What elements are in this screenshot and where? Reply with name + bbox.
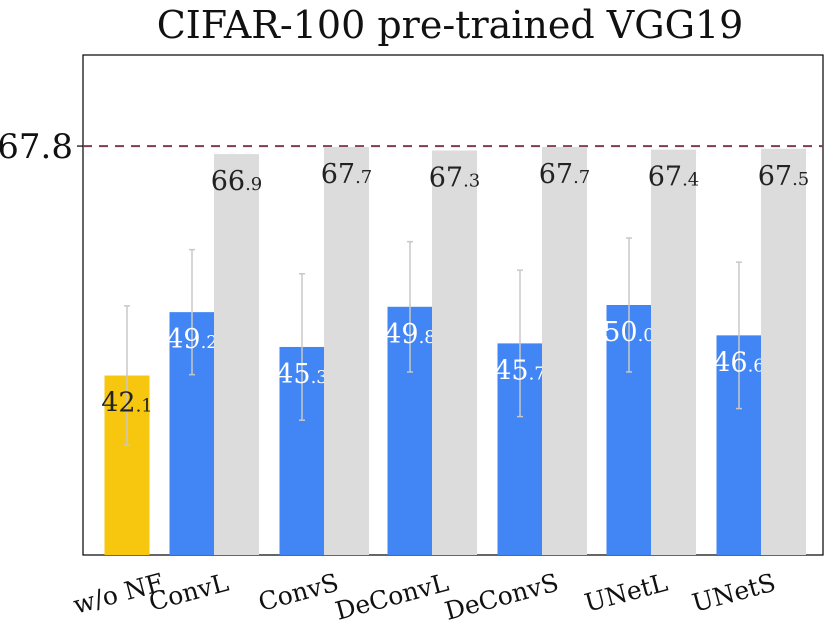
data-label-int: 49 — [384, 319, 418, 350]
data-label: 49.2 — [166, 324, 218, 355]
data-label-int: 67 — [648, 162, 682, 193]
data-label-dec: .3 — [463, 171, 480, 192]
data-label-int: 67 — [539, 159, 573, 190]
x-tick-label: UNetS — [689, 568, 779, 618]
data-label: 45.7 — [494, 355, 546, 386]
data-label: 67.7 — [321, 159, 373, 190]
data-label: 67.4 — [648, 162, 700, 193]
data-label-dec: .7 — [573, 167, 590, 188]
chart-title: CIFAR-100 pre-trained VGG19 — [157, 3, 744, 47]
data-label-dec: .2 — [201, 332, 218, 353]
data-label-dec: .6 — [748, 355, 765, 376]
data-label-int: 66 — [211, 166, 245, 197]
data-label-dec: .4 — [682, 170, 699, 191]
data-label-dec: .7 — [529, 363, 546, 384]
data-label: 46.6 — [713, 347, 765, 378]
data-label: 67.5 — [758, 161, 810, 192]
data-label: 42.1 — [101, 388, 153, 419]
data-label-dec: .0 — [638, 325, 655, 346]
data-label: 45.3 — [276, 359, 328, 390]
bar — [324, 146, 369, 555]
data-label-int: 42 — [101, 388, 135, 419]
x-tick-label: DeConvS — [442, 568, 562, 626]
data-label-int: 67 — [429, 163, 463, 194]
data-label-dec: .5 — [792, 169, 809, 190]
y-tick-label: 67.8 — [0, 127, 73, 167]
data-label: 67.7 — [539, 159, 591, 190]
bar — [432, 150, 477, 556]
x-tick-label: UNetL — [582, 568, 671, 618]
data-label-dec: .1 — [136, 396, 153, 417]
x-tick-label: ConvS — [255, 568, 341, 617]
data-label-dec: .8 — [419, 327, 436, 348]
bar — [542, 146, 587, 555]
x-tick-label: DeConvL — [332, 568, 451, 626]
data-label: 67.3 — [429, 163, 481, 194]
bar — [651, 149, 696, 555]
bar — [761, 148, 806, 555]
data-label-int: 49 — [166, 324, 200, 355]
data-label: 49.8 — [384, 319, 436, 350]
data-label-int: 67 — [321, 159, 355, 190]
data-label: 50.0 — [603, 317, 655, 348]
data-label-dec: .3 — [311, 367, 328, 388]
data-label-int: 45 — [494, 355, 528, 386]
data-label-int: 46 — [713, 347, 747, 378]
data-label-int: 50 — [603, 317, 637, 348]
data-label: 66.9 — [211, 166, 263, 197]
data-label-int: 45 — [276, 359, 310, 390]
data-label-int: 67 — [758, 161, 792, 192]
bar — [214, 154, 259, 555]
data-label-dec: .9 — [245, 174, 262, 195]
data-label-dec: .7 — [355, 167, 372, 188]
